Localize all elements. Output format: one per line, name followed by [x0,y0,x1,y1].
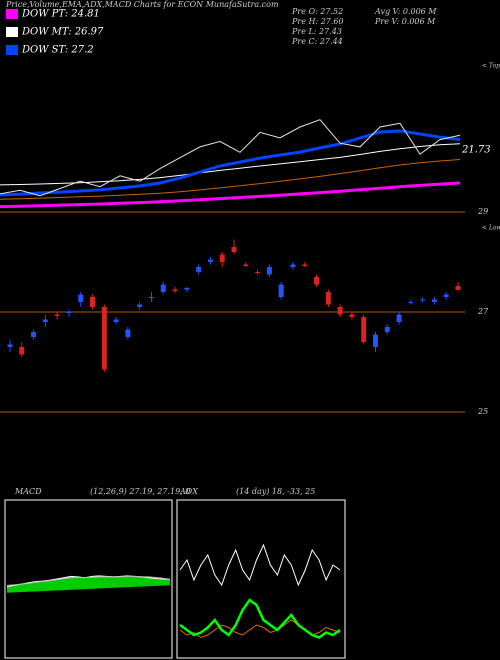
adx-line [179,543,341,587]
candle-body [266,267,272,275]
annotation: < Tops [482,63,500,70]
candle-body [255,272,261,273]
candle-body [325,292,331,305]
candle-body [184,288,190,290]
candle-body [384,327,390,332]
candle-body [78,294,84,302]
y-tick-label: 25 [477,407,488,416]
legend-entry: DOW MT: 26.97 [21,27,104,38]
candle-body [455,286,461,290]
candle-body [207,259,213,262]
candle-body [243,264,249,266]
stat: Pre L: 27.43 [291,27,342,36]
panel-title: ADX [179,487,198,496]
candle-body [196,267,202,272]
candle-body [172,289,178,291]
candle-body [113,319,119,322]
candle-body [443,294,449,297]
legend-entry: DOW ST: 27.2 [21,45,94,56]
candle-body [314,277,320,285]
candle-body [372,334,378,347]
candle-body [101,307,107,370]
candle-body [90,297,96,307]
stat: Pre C: 27.44 [291,37,343,46]
candle-body [290,264,296,267]
y-tick-label: 27 [477,307,489,316]
header: Price,Volume,EMA,ADX,MACD Charts for ECO… [5,0,279,9]
series-line [0,159,461,200]
candle-body [349,314,355,317]
stat: Avg V: 0.006 M [374,7,437,16]
candle-body [148,297,154,298]
stat: Pre V: 0.006 M [374,17,436,26]
macd-line [6,575,171,586]
candle-body [408,302,414,303]
candle-body [219,254,225,262]
candle-body [420,299,426,301]
series-line [0,119,461,197]
y-tick-label: 29 [477,207,488,216]
candle-body [66,312,72,313]
series-line [0,181,461,209]
stat: Pre O: 27.52 [291,7,343,16]
candle-body [396,314,402,322]
candle-body [337,307,343,315]
candle-body [278,284,284,297]
legend-swatch [6,45,18,55]
candle-body [31,332,37,337]
adx-line [179,598,341,639]
candle-body [361,317,367,342]
panel-title: MACD [14,487,42,496]
candle-body [160,284,166,292]
legend-swatch [6,27,18,37]
stat: Pre H: 27.60 [291,17,344,26]
candle-body [125,329,131,337]
panel-subtitle: (12,26,9) 27.19, 27.19, 0 [90,487,190,496]
macd-area [7,575,170,593]
candle-body [431,299,437,302]
annotation: < Lows [482,225,500,232]
annotation: 21.73 [461,145,491,156]
candle-body [7,344,13,347]
candle-body [137,304,143,307]
panel-subtitle: (14 day) 18, -33, 25 [236,487,315,496]
candle-body [54,314,60,316]
candle-body [19,347,25,355]
legend-swatch [6,9,18,19]
adx-frame [176,499,346,659]
series-line [0,129,461,197]
legend-entry: DOW PT: 24.81 [21,9,100,20]
candle-body [302,264,308,266]
candle-body [42,319,48,322]
candle-body [231,247,237,252]
